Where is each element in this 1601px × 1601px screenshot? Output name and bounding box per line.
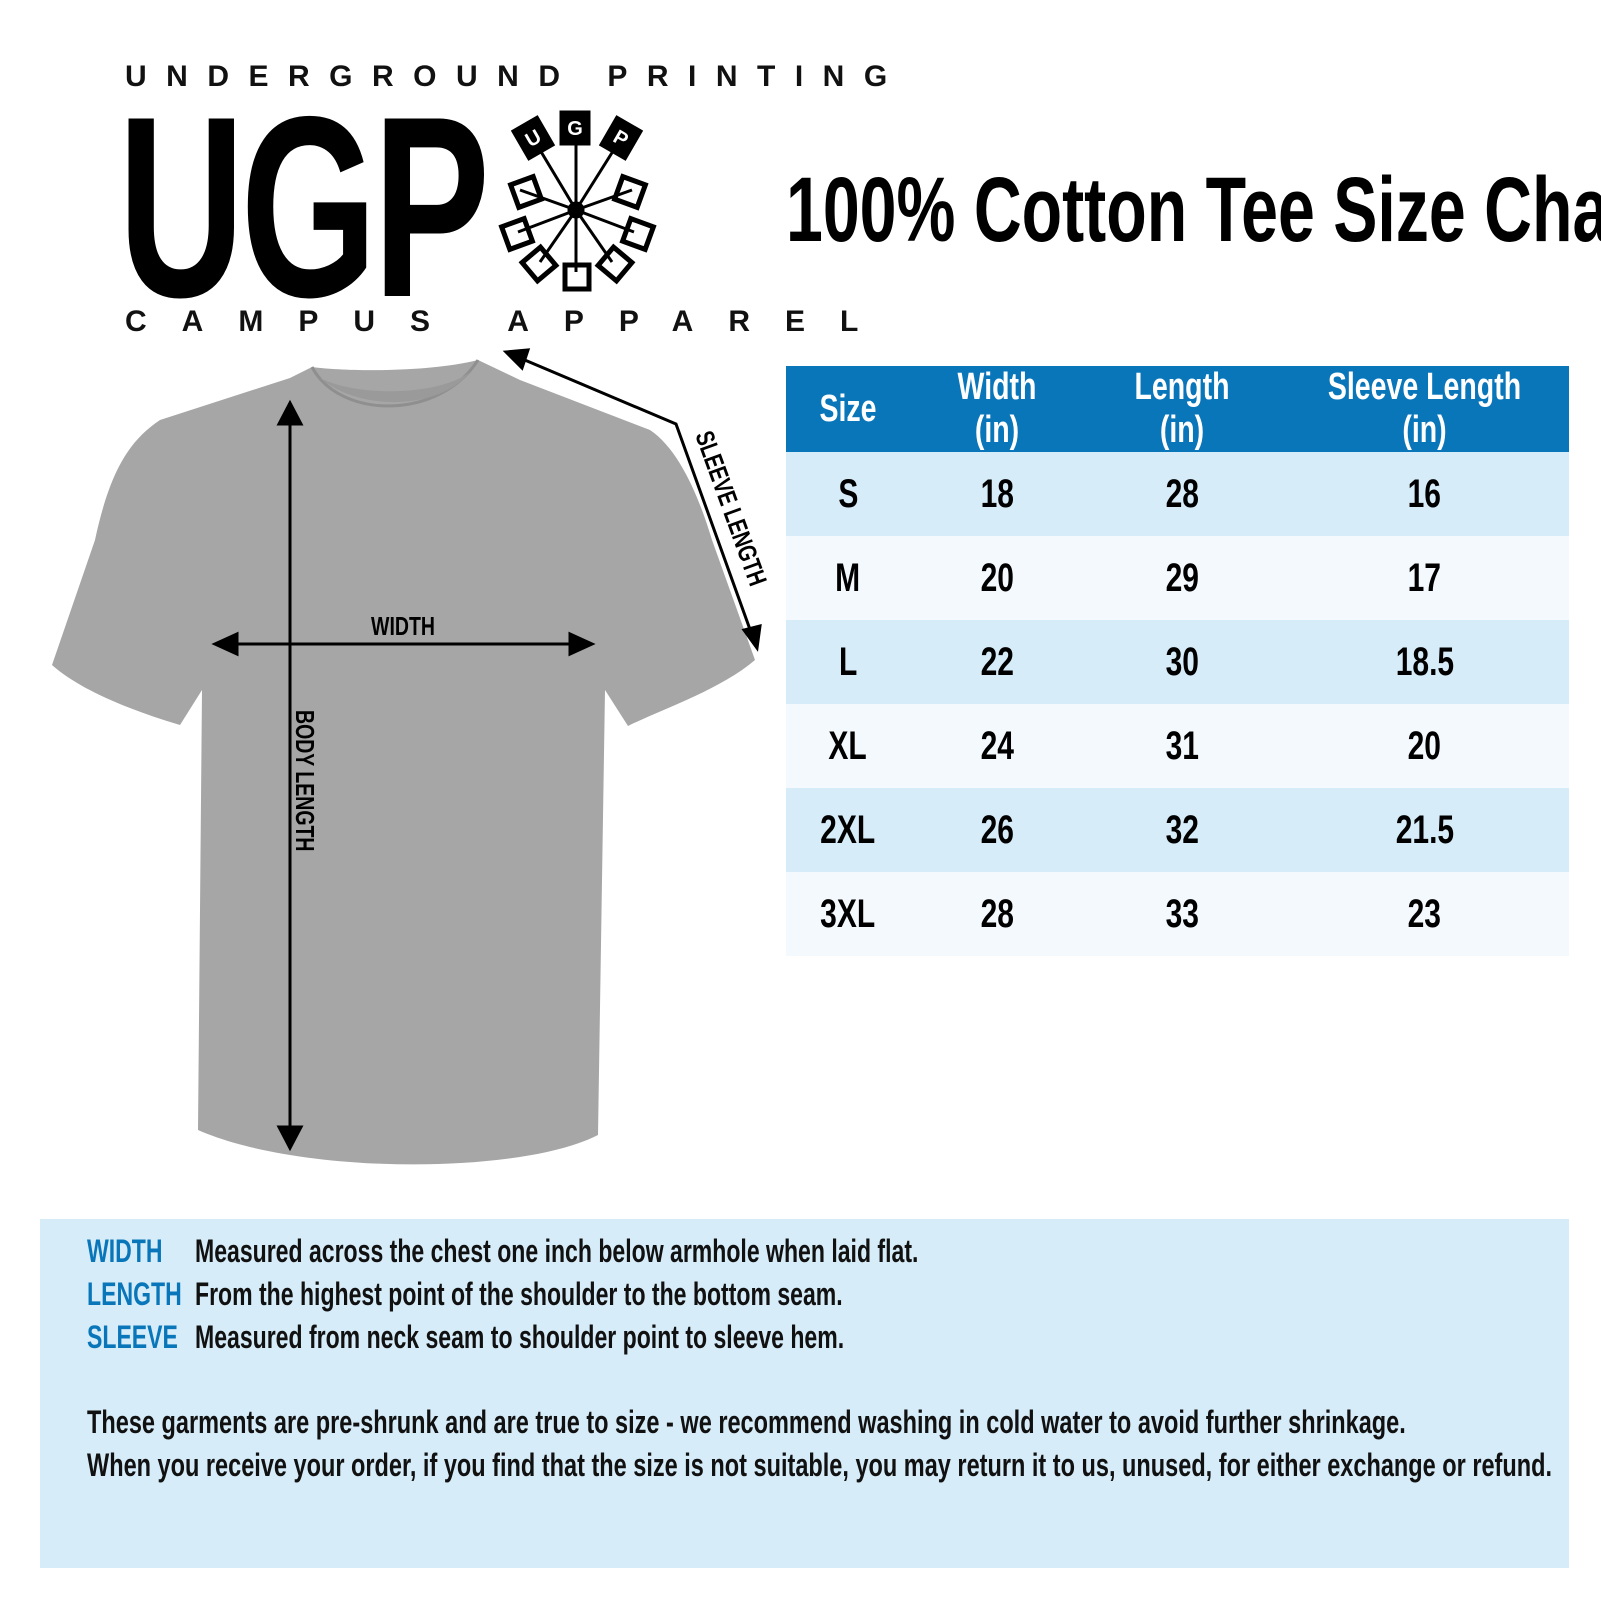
cell-width: 28 [980,891,1014,936]
cell-length: 33 [1165,891,1199,936]
description: From the highest point of the shoulder t… [195,1276,843,1312]
cell-length: 29 [1165,555,1199,600]
emblem-letter-g: G [567,118,583,140]
header-sleeve-length: Sleeve Length (in) [1280,366,1569,452]
logo-top-text: UNDERGROUND PRINTING [125,60,907,93]
table-row: M 20 29 17 [786,536,1569,620]
cell-size: XL [828,723,868,768]
cell-width: 26 [980,807,1014,852]
cell-length: 31 [1165,723,1199,768]
cell-length: 32 [1165,807,1199,852]
table-row: L 22 30 18.5 [786,620,1569,704]
logo-ugp: UGP [118,62,490,351]
cell-length: 28 [1165,471,1199,516]
table-row: S 18 28 16 [786,452,1569,536]
cell-size: S [837,471,859,516]
cell-length: 30 [1165,639,1199,684]
table-row: 2XL 26 32 21.5 [786,788,1569,872]
term: WIDTH [87,1233,163,1269]
cell-sleeve-length: 18.5 [1395,639,1454,684]
table-row: XL 24 31 20 [786,704,1569,788]
cell-sleeve-length: 16 [1407,471,1442,516]
cell-size: M [835,555,861,600]
header-width: Width (in) [910,366,1084,452]
logo-bottom-text: CAMPUS APPAREL [125,305,894,338]
cell-sleeve-length: 23 [1407,891,1442,936]
cell-sleeve-length: 20 [1407,723,1442,768]
description: Measured across the chest one inch below… [195,1233,919,1269]
term: SLEEVE [87,1319,178,1355]
cell-size: 3XL [820,891,876,936]
table-header-row: Size Width (in) Length (in) Sleeve Lengt… [786,366,1569,452]
page-title: 100% Cotton Tee Size Chart [786,159,1601,261]
table-row: 3XL 28 33 23 [786,872,1569,956]
term: LENGTH [87,1276,182,1312]
header-size: Size [786,366,910,452]
cell-sleeve-length: 21.5 [1395,807,1454,852]
cell-width: 24 [980,723,1014,768]
cell-width: 18 [980,471,1014,516]
return-note: When you receive your order, if you find… [87,1447,1553,1483]
measurement-notes: WIDTH Measured across the chest one inch… [40,1219,1569,1568]
cell-width: 22 [980,639,1014,684]
care-note: These garments are pre-shrunk and are tr… [87,1404,1406,1440]
tshirt-shape [52,360,755,1165]
width-label: WIDTH [371,611,435,640]
header-length: Length (in) [1084,366,1280,452]
body-length-label: BODY LENGTH [290,710,319,851]
cell-width: 20 [980,555,1014,600]
size-chart-table: Size Width (in) Length (in) Sleeve Lengt… [786,366,1569,956]
cell-sleeve-length: 17 [1407,555,1442,600]
cell-size: L [838,639,858,684]
description: Measured from neck seam to shoulder poin… [195,1319,845,1355]
cell-size: 2XL [820,807,876,852]
logo-emblem-icon [498,110,657,292]
